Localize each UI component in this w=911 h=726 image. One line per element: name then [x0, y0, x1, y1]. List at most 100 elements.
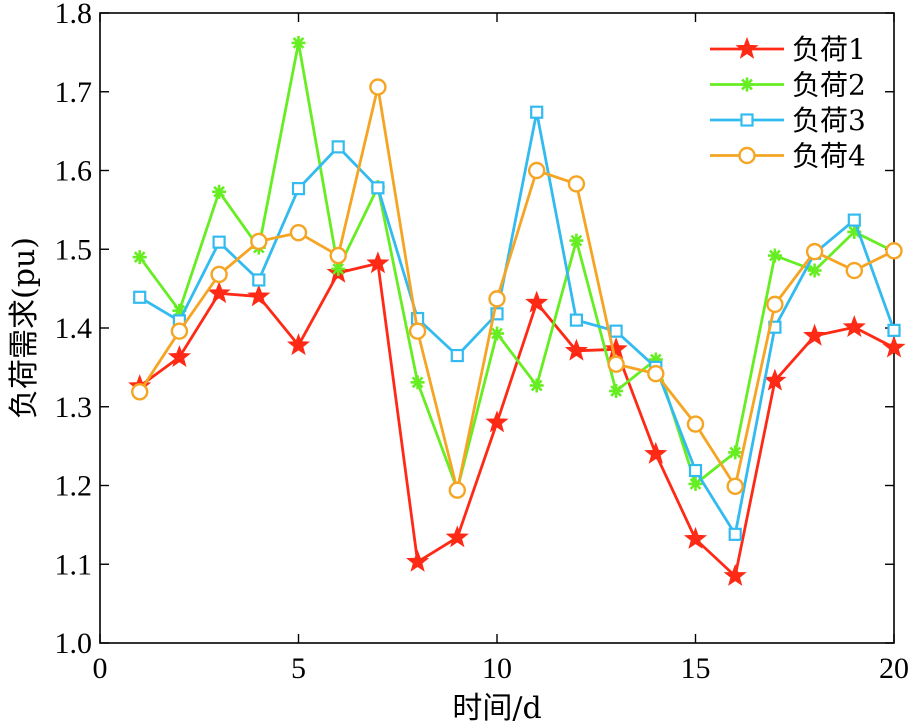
series-4-point: [250, 232, 268, 251]
series-3-point: [688, 463, 703, 478]
series-2-point: [609, 384, 624, 398]
series-2-point: [291, 35, 306, 50]
series-4-line: [138, 85, 895, 492]
series-4-point: [885, 242, 903, 260]
series-1-point: [525, 290, 549, 313]
y-tick-label: 1.3: [55, 391, 93, 424]
legend-item: 负荷1: [710, 33, 866, 66]
y-tick-label: 1.5: [55, 233, 93, 266]
series-2-point: [767, 248, 782, 263]
series-4-point: [329, 246, 347, 265]
series-2-point: [728, 445, 743, 460]
legend-marker: [735, 36, 759, 59]
y-tick-labels: 1.0 1.1 1.2 1.3 1.4 1.5 1.6 1.7 1.8: [55, 0, 93, 660]
series-4: [130, 78, 903, 499]
series-3-point: [887, 323, 901, 337]
series-3-point: [490, 307, 504, 321]
series-4-point: [647, 364, 665, 383]
series-3-point: [331, 140, 345, 154]
x-axis-title: 时间/d: [452, 691, 541, 726]
x-tick-label: 10: [482, 652, 512, 685]
series-1-point: [247, 284, 271, 307]
y-tick-label: 1.7: [55, 76, 93, 109]
series-1-point: [604, 337, 628, 360]
series-1-point: [207, 281, 231, 304]
legend-marker: [740, 113, 754, 127]
x-tick-label: 15: [681, 652, 711, 685]
series-4-point: [210, 265, 228, 284]
series-4-point: [488, 290, 506, 308]
series-2: [132, 35, 901, 497]
x-tick-label: 5: [291, 652, 306, 685]
series-3-point: [291, 182, 306, 196]
series-3-point: [252, 273, 266, 287]
legend-label: 负荷4: [792, 140, 866, 173]
series-4-point: [766, 295, 784, 314]
series-4-point: [528, 161, 546, 180]
series-1-point: [683, 526, 708, 549]
series-3-point: [847, 213, 861, 227]
series-3-point: [609, 324, 623, 338]
series-layer: [128, 35, 906, 586]
legend-label: 负荷3: [792, 104, 866, 137]
x-tick-label: 20: [879, 652, 909, 685]
series-1-point: [763, 368, 787, 391]
legend-item: 负荷4: [710, 140, 866, 173]
legend-item: 负荷2: [710, 69, 866, 102]
series-1-point: [485, 410, 509, 433]
series-4-point: [686, 415, 705, 433]
series-2-point: [807, 263, 822, 278]
x-tick-label: 0: [93, 652, 108, 685]
y-tick-label: 1.0: [55, 627, 93, 660]
series-3-point: [371, 181, 385, 195]
series-4-point: [408, 322, 427, 340]
series-1-point: [286, 333, 311, 356]
series-3-point: [133, 290, 147, 304]
series-3-point: [728, 527, 742, 541]
series-3-line: [138, 110, 896, 536]
legend-item: 负荷3: [710, 104, 866, 137]
series-1-point: [723, 563, 747, 586]
series-4-point: [130, 383, 149, 401]
series-1-point: [644, 441, 668, 464]
y-axis-title: 负荷需求(pu): [7, 237, 42, 419]
x-tick-labels: 0 5 10 15 20: [93, 652, 910, 685]
legend-label: 负荷2: [792, 69, 866, 102]
series-2-point: [410, 375, 425, 390]
series-4-point: [845, 261, 863, 280]
y-tick-label: 1.8: [55, 0, 93, 30]
series-3-point: [212, 235, 226, 249]
series-4-point: [567, 175, 586, 193]
series-2-point: [212, 184, 227, 199]
series-1-point: [564, 338, 588, 361]
series-1-point: [803, 323, 827, 346]
series-1-point: [406, 549, 430, 572]
series-1-point: [445, 525, 469, 548]
series-2-point: [331, 261, 346, 276]
y-tick-label: 1.2: [55, 470, 93, 503]
series-3-point: [530, 105, 544, 119]
series-2-point: [569, 233, 584, 248]
series-2-point: [132, 250, 147, 265]
y-tick-label: 1.4: [55, 312, 93, 345]
y-tick-label: 1.1: [55, 548, 93, 581]
series-4-point: [726, 477, 744, 495]
series-4-point: [289, 224, 308, 242]
legend-marker: [740, 77, 754, 92]
series-3-point: [569, 313, 584, 327]
series-1-point: [882, 335, 906, 358]
series-2-point: [529, 378, 544, 393]
series-4-point: [448, 481, 466, 499]
series-4-point: [170, 322, 189, 340]
series-2-line: [138, 41, 895, 491]
series-4-point: [369, 78, 387, 96]
y-tick-label: 1.6: [55, 155, 93, 188]
series-3-point: [450, 348, 464, 363]
legend-label: 负荷1: [792, 33, 866, 66]
series-3: [133, 105, 901, 541]
series-2-point: [490, 326, 504, 341]
series-1-point: [167, 344, 191, 367]
series-1-point: [366, 251, 390, 274]
